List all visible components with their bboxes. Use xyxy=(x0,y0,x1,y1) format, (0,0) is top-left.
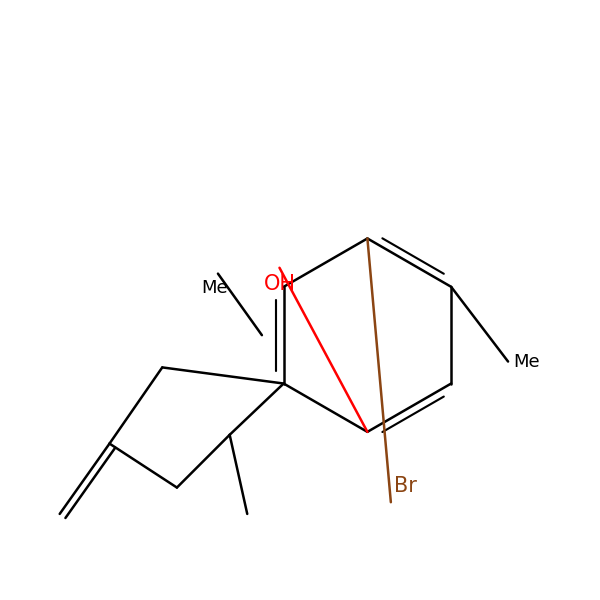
Text: Br: Br xyxy=(394,476,416,496)
Text: OH: OH xyxy=(263,274,295,293)
Text: Me: Me xyxy=(202,280,229,298)
Text: Me: Me xyxy=(513,353,539,371)
